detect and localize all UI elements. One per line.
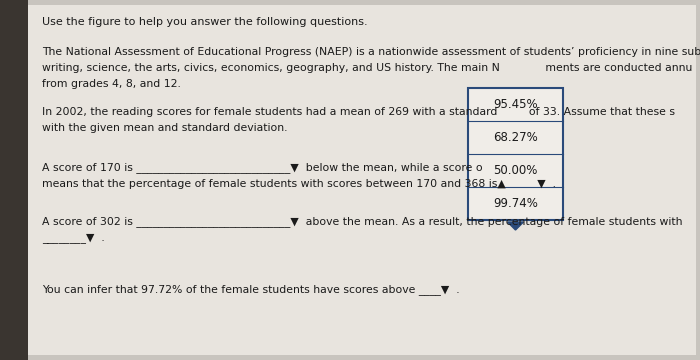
Text: 50.00%: 50.00% xyxy=(494,164,538,177)
Text: with the given mean and standard deviation.: with the given mean and standard deviati… xyxy=(42,123,288,133)
Text: 95.45%: 95.45% xyxy=(494,98,538,111)
Text: The National Assessment of Educational Progress (NAEP) is a nationwide assessmen: The National Assessment of Educational P… xyxy=(42,47,700,57)
Text: 68.27%: 68.27% xyxy=(493,131,538,144)
Bar xyxy=(0,0,28,360)
Text: from grades 4, 8, and 12.: from grades 4, 8, and 12. xyxy=(42,79,181,89)
Text: A score of 170 is ____________________________▼  below the mean, while a score o: A score of 170 is ______________________… xyxy=(42,163,482,174)
Text: In 2002, the reading scores for female students had a mean of 269 with a standar: In 2002, the reading scores for female s… xyxy=(42,107,675,117)
Text: means that the percentage of female students with scores between 170 and 368 is▲: means that the percentage of female stud… xyxy=(42,179,556,189)
Text: Use the figure to help you answer the following questions.: Use the figure to help you answer the fo… xyxy=(42,17,368,27)
Text: You can infer that 97.72% of the female students have scores above ____▼  .: You can infer that 97.72% of the female … xyxy=(42,284,460,296)
Text: writing, science, the arts, civics, economics, geography, and US history. The ma: writing, science, the arts, civics, econ… xyxy=(42,63,692,73)
Polygon shape xyxy=(508,222,524,230)
Text: 99.74%: 99.74% xyxy=(493,197,538,210)
Bar xyxy=(468,88,563,220)
Text: ________▼  .: ________▼ . xyxy=(42,233,105,243)
Text: A score of 302 is ____________________________▼  above the mean. As a result, th: A score of 302 is ______________________… xyxy=(42,217,682,228)
